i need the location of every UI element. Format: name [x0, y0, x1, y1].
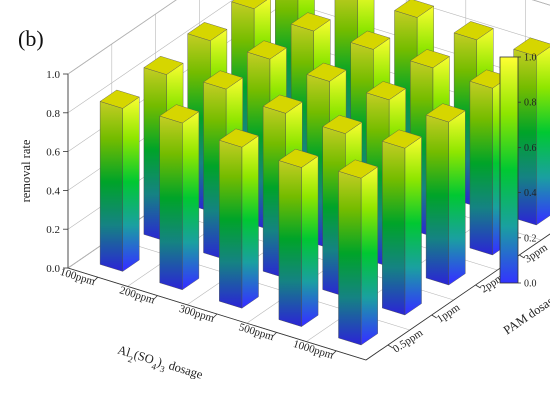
- bar-1000ppm-0.5ppm: [338, 159, 379, 346]
- bar-face-top: [262, 94, 303, 114]
- bar-face-top: [322, 114, 363, 134]
- colorbar-tick-label: 0.0: [524, 279, 537, 290]
- x-tick-label: 200ppm: [118, 284, 156, 306]
- bar-100ppm-0.5ppm: [99, 89, 140, 272]
- bar-face-top: [366, 81, 407, 101]
- bar-face-front: [360, 166, 378, 346]
- bar-face-top: [394, 0, 435, 18]
- bar-face-top: [143, 55, 184, 75]
- z-axis-title: removal rate: [19, 139, 33, 202]
- colorbar-gradient: [499, 56, 519, 284]
- bar-face-top: [381, 129, 422, 149]
- colorbar-tick-label: 1.0: [524, 53, 537, 64]
- bar-face-top: [278, 148, 319, 168]
- bar-face-front: [404, 136, 422, 316]
- bar-face-top: [187, 22, 228, 41]
- y-tick-label: 1ppm: [435, 301, 463, 325]
- x-tick-label: 500ppm: [237, 321, 275, 343]
- bar-500ppm-0.5ppm: [278, 148, 319, 327]
- z-tick-label: 0.4: [46, 185, 60, 197]
- bar-face-top: [203, 70, 244, 90]
- bar-face-top: [409, 49, 450, 69]
- bar-face-top: [231, 0, 268, 9]
- bar-face-top: [306, 62, 347, 82]
- bar-face-top: [425, 103, 466, 123]
- bar-1000ppm-2ppm: [425, 103, 466, 286]
- bar-face-top: [246, 40, 287, 60]
- panel-label: (b): [18, 26, 44, 51]
- bar-face-front: [122, 96, 140, 272]
- bar-1000ppm-5ppm: [513, 37, 550, 226]
- bar-face-top: [99, 89, 140, 109]
- x-tick-label: 1000ppm: [292, 338, 336, 362]
- bar-200ppm-0.5ppm: [159, 104, 200, 291]
- bar-face-top: [159, 104, 200, 124]
- bar-1000ppm-1ppm: [381, 129, 422, 316]
- bar-face-front: [448, 110, 466, 286]
- z-tick-label: 0.6: [46, 147, 60, 159]
- bar-face-top: [218, 128, 259, 148]
- bar-face-top: [290, 12, 331, 32]
- bar-face-front: [182, 111, 200, 291]
- z-tick-label: 0.8: [46, 108, 60, 120]
- bar-face-front: [536, 46, 550, 226]
- bar-300ppm-0.5ppm: [218, 128, 259, 309]
- x-tick-label: 300ppm: [178, 303, 216, 325]
- z-tick-label: 0.2: [46, 224, 60, 236]
- colorbar: 0.0 0.2 0.4 0.6 0.8 1.0: [499, 53, 537, 290]
- bar-face-top: [453, 21, 494, 41]
- z-tick-label: 1.0: [46, 69, 60, 81]
- y-axis-title: PAM dosage: [501, 290, 550, 338]
- x-tick-label: 100ppm: [58, 266, 96, 288]
- bar-face-front: [301, 155, 319, 327]
- y-tick-label: 3ppm: [522, 241, 550, 265]
- z-tick-label: 0.0: [46, 263, 60, 275]
- x-axis-title: Al2(SO4)3 dosage: [115, 343, 205, 386]
- colorbar-tick-label: 0.8: [524, 98, 537, 109]
- colorbar-tick-label: 0.6: [524, 143, 537, 154]
- colorbar-tick-label: 0.2: [524, 233, 537, 244]
- colorbar-tick-label: 0.4: [524, 188, 537, 199]
- bar-face-front: [241, 135, 259, 309]
- bar-face-top: [338, 159, 379, 179]
- bar-face-top: [513, 37, 550, 57]
- bar-face-top: [350, 30, 391, 50]
